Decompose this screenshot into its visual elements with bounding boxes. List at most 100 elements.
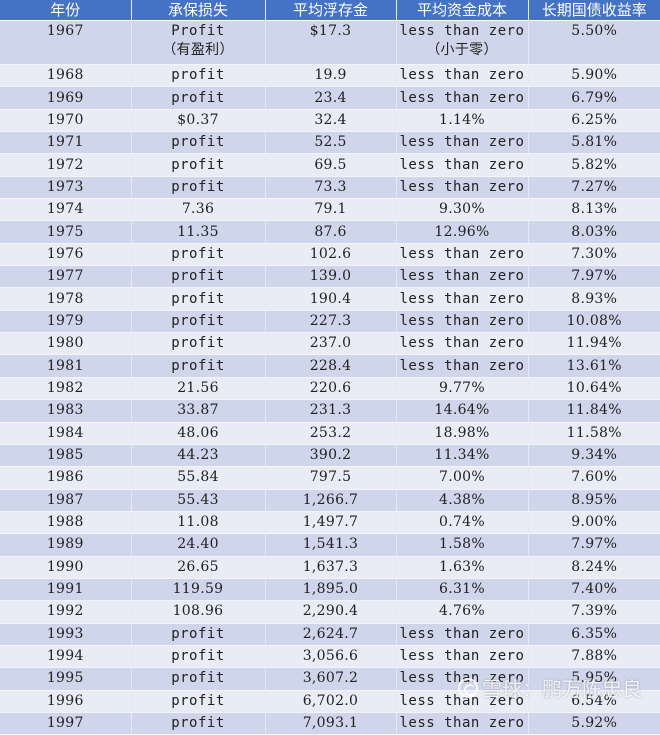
cell-treasury-yield: 8.95% [528, 489, 660, 512]
cell-year: 1989 [0, 533, 132, 557]
table-row: 1990 26.65 1,637.3 1.63% 8.24% [0, 556, 660, 579]
cell-treasury-yield: 5.82% [528, 153, 660, 177]
cell-treasury-yield: 7.60% [528, 466, 660, 490]
table-row: 1993 profit 2,624.7 less than zero 6.35% [0, 623, 660, 646]
cell-cost-of-funds: 4.38% [396, 489, 529, 512]
cell-treasury-yield: 11.94% [528, 332, 660, 356]
cell-underwriting-loss: 26.65 [131, 556, 266, 579]
header-average-float: 平均浮存金 [265, 0, 397, 21]
table-row: 1987 55.43 1,266.7 4.38% 8.95% [0, 489, 660, 512]
cell-average-float: 231.3 [265, 399, 397, 423]
cell-cost-of-funds: less than zero [396, 265, 529, 289]
cell-treasury-yield: 6.25% [528, 109, 660, 133]
cell-cost-of-funds: less than zero [396, 712, 529, 735]
table-row: 1967 Profit （有盈利） $17.3 less than zero （… [0, 20, 660, 65]
table-row: 1968 profit 19.9 less than zero 5.90% [0, 64, 660, 88]
cell-cost-of-funds: less than zero [396, 243, 529, 267]
cell-average-float: 2,624.7 [265, 623, 397, 646]
cell-average-float: 52.5 [265, 131, 397, 155]
cell-year: 1978 [0, 287, 132, 311]
cell-average-float: 79.1 [265, 198, 397, 222]
cell-underwriting-loss: profit [131, 131, 266, 155]
cell-treasury-yield: 7.97% [528, 533, 660, 557]
table-row: 1969 profit 23.4 less than zero 6.79% [0, 86, 660, 110]
cell-average-float: 220.6 [265, 377, 397, 401]
table-row: 1988 11.08 1,497.7 0.74% 9.00% [0, 511, 660, 535]
cell-treasury-yield: 7.88% [528, 645, 660, 669]
cell-underwriting-loss: profit [131, 332, 266, 356]
cell-treasury-yield: 6.54% [528, 690, 660, 713]
cell-cost-of-funds: 18.98% [396, 422, 529, 445]
cell-year: 1994 [0, 645, 132, 669]
cell-underwriting-loss: 33.87 [131, 399, 266, 423]
cell-average-float: 73.3 [265, 176, 397, 200]
cell-average-float: 1,497.7 [265, 511, 397, 535]
cell-underwriting-loss: profit [131, 243, 266, 267]
table-row: 1996 profit 6,702.0 less than zero 6.54% [0, 690, 660, 713]
cell-treasury-yield: 7.39% [528, 600, 660, 624]
cell-cost-of-funds: 6.31% [396, 578, 529, 602]
cell-cost-of-funds: 4.76% [396, 600, 529, 624]
cell-year: 1983 [0, 399, 132, 423]
cell-underwriting-loss: Profit （有盈利） [131, 20, 266, 65]
cell-treasury-yield: 8.03% [528, 220, 660, 244]
cell-cost-of-funds: less than zero [396, 354, 529, 378]
cell-year: 1981 [0, 354, 132, 378]
cell-year: 1977 [0, 265, 132, 289]
cell-treasury-yield: 9.00% [528, 511, 660, 535]
cell-underwriting-loss: profit [131, 287, 266, 311]
table-row: 1977 profit 139.0 less than zero 7.97% [0, 265, 660, 289]
table-row: 1997 profit 7,093.1 less than zero 5.92% [0, 712, 660, 735]
table-row: 1992 108.96 2,290.4 4.76% 7.39% [0, 600, 660, 624]
table-row: 1975 11.35 87.6 12.96% 8.03% [0, 220, 660, 244]
cell-underwriting-loss: 48.06 [131, 422, 266, 445]
cell-underwriting-loss: $0.37 [131, 109, 266, 133]
cell-underwriting-loss: 55.84 [131, 466, 266, 490]
cell-cost-of-funds: less than zero [396, 690, 529, 713]
cell-cost-of-funds: less than zero （小于零） [396, 20, 529, 65]
table-row: 1976 profit 102.6 less than zero 7.30% [0, 243, 660, 267]
cell-treasury-yield: 9.34% [528, 444, 660, 468]
table-row: 1994 profit 3,056.6 less than zero 7.88% [0, 645, 660, 669]
table-row: 1974 7.36 79.1 9.30% 8.13% [0, 198, 660, 222]
cell-cost-of-funds: less than zero [396, 86, 529, 110]
table-row: 1970 $0.37 32.4 1.14% 6.25% [0, 109, 660, 133]
cell-average-float: $17.3 [265, 20, 397, 65]
table-row: 1995 profit 3,607.2 less than zero 5.95% [0, 667, 660, 691]
cell-underwriting-loss: profit [131, 623, 266, 646]
cell-cost-of-funds: 14.64% [396, 399, 529, 423]
cell-year: 1988 [0, 511, 132, 535]
cell-average-float: 190.4 [265, 287, 397, 311]
cell-underwriting-loss-value: Profit [171, 23, 225, 39]
table-header-row: 年份 承保损失 平均浮存金 平均资金成本 长期国债收益率 [0, 0, 660, 21]
cell-year: 1982 [0, 377, 132, 401]
cell-average-float: 7,093.1 [265, 712, 397, 735]
cell-average-float: 253.2 [265, 422, 397, 445]
cell-treasury-yield: 5.95% [528, 667, 660, 691]
header-underwriting-loss: 承保损失 [131, 0, 266, 21]
cell-underwriting-loss: 21.56 [131, 377, 266, 401]
cell-underwriting-loss: profit [131, 310, 266, 334]
cell-average-float: 139.0 [265, 265, 397, 289]
table-row: 1980 profit 237.0 less than zero 11.94% [0, 332, 660, 356]
cell-underwriting-loss: profit [131, 667, 266, 691]
table-row: 1983 33.87 231.3 14.64% 11.84% [0, 399, 660, 423]
cell-treasury-yield: 5.90% [528, 64, 660, 88]
cell-average-float: 102.6 [265, 243, 397, 267]
cell-cost-of-funds: less than zero [396, 667, 529, 691]
header-treasury-yield: 长期国债收益率 [528, 0, 660, 21]
cell-treasury-yield: 7.97% [528, 265, 660, 289]
cell-cost-of-funds: 11.34% [396, 444, 529, 468]
cell-treasury-yield: 5.50% [528, 20, 660, 65]
cell-average-float: 69.5 [265, 153, 397, 177]
cell-treasury-yield: 8.24% [528, 556, 660, 579]
cell-underwriting-loss: 108.96 [131, 600, 266, 624]
cell-underwriting-loss: profit [131, 176, 266, 200]
cell-average-float: 797.5 [265, 466, 397, 490]
cell-average-float: 3,607.2 [265, 667, 397, 691]
header-year: 年份 [0, 0, 132, 21]
cell-cost-of-funds: 1.58% [396, 533, 529, 557]
cell-average-float: 1,266.7 [265, 489, 397, 512]
cell-year: 1980 [0, 332, 132, 356]
cell-underwriting-loss: 119.59 [131, 578, 266, 602]
